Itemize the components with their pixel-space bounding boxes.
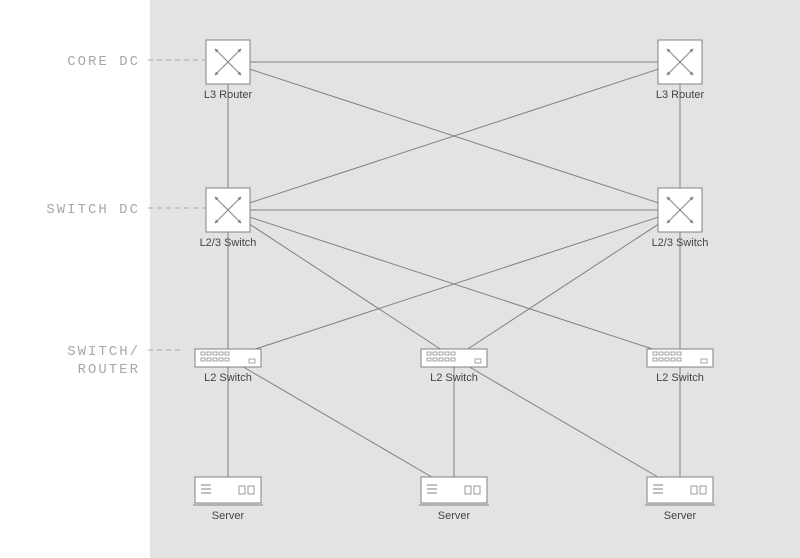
node-label-r1: L3 Router: [204, 89, 253, 101]
node-label-sv1: Server: [212, 510, 245, 522]
node-label-l2a: L2 Switch: [204, 372, 252, 384]
node-s2: L2/3 Switch: [652, 188, 709, 249]
node-l2c: L2 Switch: [647, 349, 713, 384]
node-l2b: L2 Switch: [421, 349, 487, 384]
node-l2a: L2 Switch: [195, 349, 261, 384]
node-r2: L3 Router: [656, 40, 705, 101]
node-r1: L3 Router: [204, 40, 253, 101]
tier-label-switch-0: SWITCH DC: [46, 202, 140, 218]
node-label-r2: L3 Router: [656, 89, 705, 101]
node-s1: L2/3 Switch: [200, 188, 257, 249]
tier-label-access-1: ROUTER: [78, 362, 140, 378]
node-label-s2: L2/3 Switch: [652, 237, 709, 249]
network-diagram: CORE DC SWITCH DC SWITCH/ROUTER L3 Router L3…: [0, 0, 800, 558]
node-label-sv3: Server: [664, 510, 697, 522]
node-label-l2b: L2 Switch: [430, 372, 478, 384]
node-label-l2c: L2 Switch: [656, 372, 704, 384]
node-label-sv2: Server: [438, 510, 471, 522]
node-label-s1: L2/3 Switch: [200, 237, 257, 249]
tier-label-access-0: SWITCH/: [67, 344, 140, 360]
tier-label-core-0: CORE DC: [67, 54, 140, 70]
